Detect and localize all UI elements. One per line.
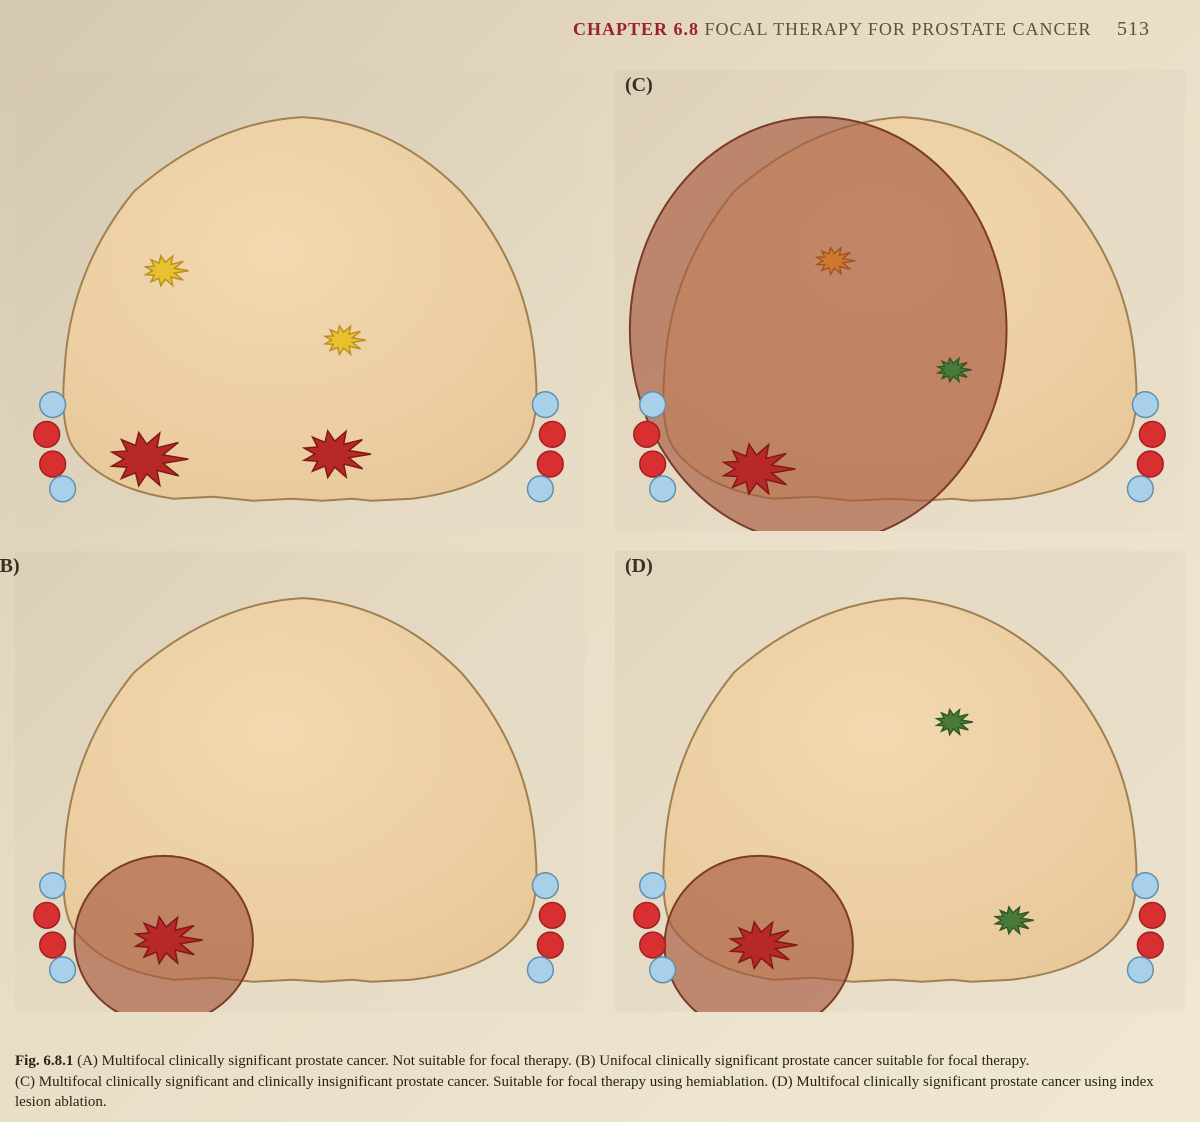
panel-a	[15, 70, 585, 531]
panel-label-b: (B)	[0, 555, 20, 578]
panel-b: (B)	[15, 551, 585, 1012]
caption-line-1: (A) Multifocal clinically significant pr…	[73, 1053, 1029, 1069]
diagram-b	[15, 551, 585, 1012]
figure-panel-grid: (C) (B) (D)	[15, 70, 1185, 1010]
chapter-number: CHAPTER 6.8	[573, 19, 699, 39]
figure-caption: Fig. 6.8.1 (A) Multifocal clinically sig…	[15, 1051, 1170, 1112]
page-number: 513	[1117, 18, 1150, 40]
diagram-c	[615, 70, 1185, 531]
diagram-a	[15, 70, 585, 531]
diagram-d	[615, 551, 1185, 1012]
figure-number: Fig. 6.8.1	[15, 1053, 73, 1069]
panel-d: (D)	[615, 551, 1185, 1012]
page-header: CHAPTER 6.8 FOCAL THERAPY FOR PROSTATE C…	[573, 18, 1150, 41]
panel-c: (C)	[615, 70, 1185, 531]
panel-label-d: (D)	[625, 555, 653, 578]
caption-line-2: (C) Multifocal clinically significant an…	[15, 1074, 1154, 1110]
panel-label-c: (C)	[625, 74, 653, 97]
chapter-title: FOCAL THERAPY FOR PROSTATE CANCER	[705, 19, 1092, 39]
